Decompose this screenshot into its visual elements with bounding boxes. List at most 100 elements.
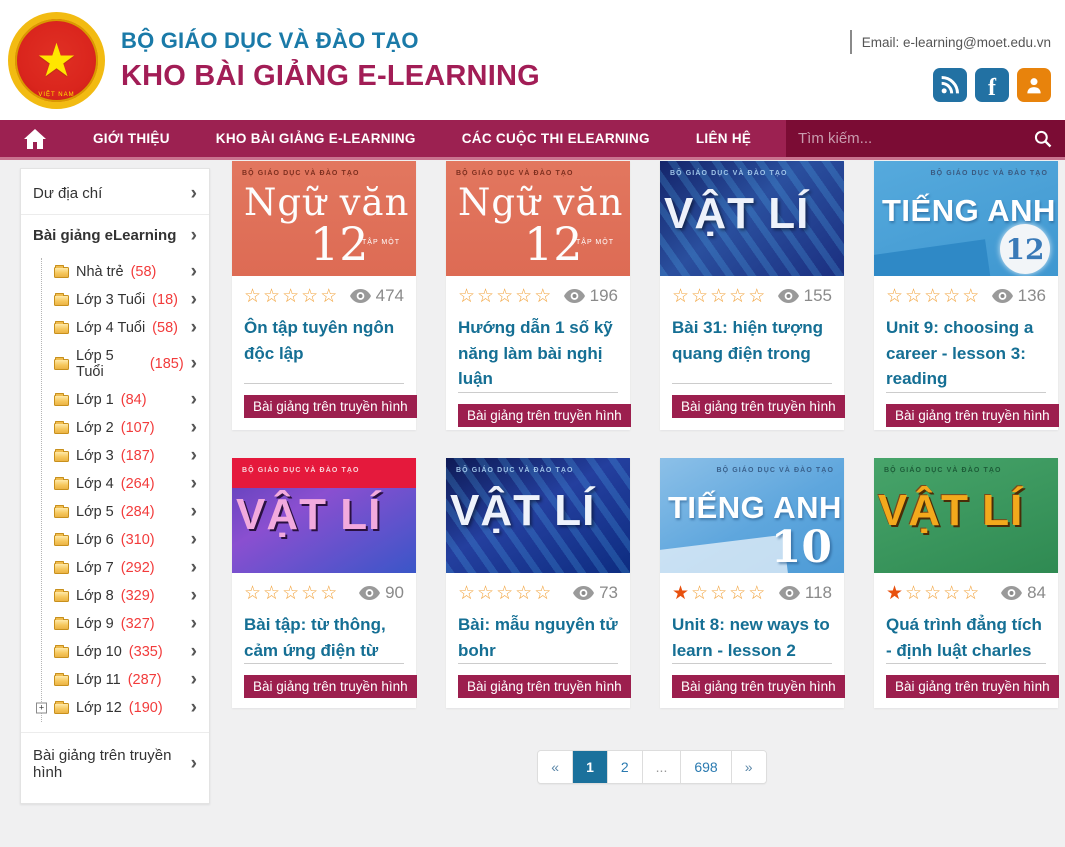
pagination-page[interactable]: 2: [607, 751, 643, 783]
sidebar-item-bai-giang-truyen-hinh[interactable]: Bài giảng trên truyền hình ›: [21, 732, 209, 793]
star-icon[interactable]: ☆: [263, 284, 281, 307]
course-cover-image[interactable]: BỘ GIÁO DỤC VÀ ĐÀO TẠO VẬT LÍ: [660, 161, 844, 276]
star-icon[interactable]: ☆: [282, 284, 300, 307]
star-icon[interactable]: ☆: [710, 581, 728, 604]
sidebar-item-du-dia-chi[interactable]: Dư địa chí ›: [21, 173, 209, 215]
sidebar-class-item[interactable]: Nhà trẻ (58) ›: [42, 258, 209, 286]
sidebar-class-item[interactable]: Lớp 5 Tuổi (185) ›: [42, 342, 209, 386]
star-icon[interactable]: ☆: [886, 284, 904, 307]
star-icon[interactable]: ☆: [244, 581, 262, 604]
expand-plus-icon[interactable]: +: [36, 702, 47, 714]
star-icon[interactable]: ☆: [301, 581, 319, 604]
tv-lesson-tag-button[interactable]: Bài giảng trên truyền hình: [458, 675, 631, 698]
star-icon[interactable]: ☆: [729, 581, 747, 604]
course-title-link[interactable]: Unit 8: new ways to learn - lesson 2: [672, 615, 830, 660]
user-account-icon[interactable]: [1017, 68, 1051, 102]
star-icon[interactable]: ☆: [943, 284, 961, 307]
sidebar-class-item[interactable]: + Lớp 12 (190) ›: [36, 694, 209, 722]
sidebar-class-item[interactable]: Lớp 4 (264) ›: [42, 470, 209, 498]
star-icon[interactable]: ☆: [710, 284, 728, 307]
star-icon[interactable]: ☆: [515, 581, 533, 604]
star-icon[interactable]: ☆: [301, 284, 319, 307]
star-icon[interactable]: ☆: [729, 284, 747, 307]
star-icon[interactable]: ☆: [477, 284, 495, 307]
nav-item-cac-cuoc-thi[interactable]: CÁC CUỘC THI ELEARNING: [461, 131, 650, 146]
nav-item-gioi-thieu[interactable]: GIỚI THIỆU: [93, 131, 170, 146]
star-icon[interactable]: ☆: [282, 581, 300, 604]
course-title-link[interactable]: Bài: mẫu nguyên tử bohr: [458, 615, 618, 660]
pagination-current-page[interactable]: 1: [573, 751, 608, 783]
course-cover-image[interactable]: BỘ GIÁO DỤC VÀ ĐÀO TẠO VẬT LÍ: [874, 458, 1058, 573]
sidebar-class-item[interactable]: Lớp 6 (310) ›: [42, 526, 209, 554]
tv-lesson-tag-button[interactable]: Bài giảng trên truyền hình: [672, 675, 845, 698]
course-title-link[interactable]: Hướng dẫn 1 số kỹ năng làm bài nghị luận: [458, 318, 613, 388]
pagination-page[interactable]: 698: [681, 751, 732, 783]
tv-lesson-tag-button[interactable]: Bài giảng trên truyền hình: [244, 395, 417, 418]
sidebar-class-item[interactable]: Lớp 4 Tuổi (58) ›: [42, 314, 209, 342]
star-icon[interactable]: ☆: [962, 284, 980, 307]
star-icon[interactable]: ☆: [905, 284, 923, 307]
star-icon[interactable]: ☆: [962, 581, 980, 604]
star-icon[interactable]: ☆: [496, 581, 514, 604]
star-icon[interactable]: ☆: [496, 284, 514, 307]
sidebar-class-item[interactable]: Lớp 5 (284) ›: [42, 498, 209, 526]
star-icon[interactable]: ☆: [534, 581, 552, 604]
sidebar-class-item[interactable]: Lớp 7 (292) ›: [42, 554, 209, 582]
star-icon[interactable]: ☆: [748, 284, 766, 307]
star-icon[interactable]: ☆: [320, 581, 338, 604]
sidebar-class-item[interactable]: Lớp 3 (187) ›: [42, 442, 209, 470]
home-button[interactable]: [0, 120, 70, 157]
course-cover-image[interactable]: BỘ GIÁO DỤC VÀ ĐÀO TẠO VẬT LÍ: [446, 458, 630, 573]
course-cover-image[interactable]: BỘ GIÁO DỤC VÀ ĐÀO TẠO TIẾNG ANH 12: [874, 161, 1058, 276]
search-input[interactable]: [798, 130, 1033, 147]
star-icon[interactable]: ☆: [320, 284, 338, 307]
pagination-next[interactable]: »: [731, 751, 766, 783]
sidebar-section-bai-giang-elearning[interactable]: Bài giảng eLearning ›: [21, 215, 209, 256]
star-icon[interactable]: ☆: [905, 581, 923, 604]
star-icon[interactable]: ☆: [943, 581, 961, 604]
star-icon[interactable]: ☆: [458, 581, 476, 604]
tv-lesson-tag-button[interactable]: Bài giảng trên truyền hình: [886, 675, 1059, 698]
tv-lesson-tag-button[interactable]: Bài giảng trên truyền hình: [458, 403, 631, 427]
star-icon[interactable]: ☆: [924, 284, 942, 307]
star-icon[interactable]: ☆: [244, 284, 262, 307]
star-icon[interactable]: ☆: [534, 284, 552, 307]
star-icon[interactable]: ☆: [263, 581, 281, 604]
sidebar-class-item[interactable]: Lớp 3 Tuổi (18) ›: [42, 286, 209, 314]
course-cover-image[interactable]: BỘ GIÁO DỤC VÀ ĐÀO TẠO VẬT LÍ: [232, 458, 416, 573]
sidebar-class-item[interactable]: Lớp 1 (84) ›: [42, 386, 209, 414]
star-icon[interactable]: ☆: [924, 581, 942, 604]
pagination-prev[interactable]: «: [538, 751, 574, 783]
nav-item-kho-bai-giang[interactable]: KHO BÀI GIẢNG E-LEARNING: [215, 131, 416, 146]
star-icon[interactable]: ★: [672, 581, 690, 604]
tv-lesson-tag-button[interactable]: Bài giảng trên truyền hình: [886, 403, 1059, 427]
sidebar-class-item[interactable]: Lớp 9 (327) ›: [42, 610, 209, 638]
course-title-link[interactable]: Bài tập: từ thông, cảm ứng điện từ: [244, 615, 386, 660]
nav-item-lien-he[interactable]: LIÊN HỆ: [695, 131, 752, 146]
star-icon[interactable]: ★: [886, 581, 904, 604]
course-cover-image[interactable]: BỘ GIÁO DỤC VÀ ĐÀO TẠO TIẾNG ANH 10: [660, 458, 844, 573]
sidebar-class-item[interactable]: Lớp 10 (335) ›: [42, 638, 209, 666]
tv-lesson-tag-button[interactable]: Bài giảng trên truyền hình: [672, 395, 845, 418]
star-icon[interactable]: ☆: [672, 284, 690, 307]
course-title-link[interactable]: Unit 9: choosing a career - lesson 3: re…: [886, 318, 1034, 388]
star-icon[interactable]: ☆: [515, 284, 533, 307]
search-icon[interactable]: [1033, 129, 1053, 149]
course-title-link[interactable]: Bài 31: hiện tượng quang điện trong: [672, 318, 823, 363]
course-cover-image[interactable]: BỘ GIÁO DỤC VÀ ĐÀO TẠO Ngữ văn 12 TẬP MỘ…: [446, 161, 630, 276]
class-count: (107): [120, 420, 155, 436]
sidebar-class-item[interactable]: Lớp 2 (107) ›: [42, 414, 209, 442]
star-icon[interactable]: ☆: [691, 581, 709, 604]
tv-lesson-tag-button[interactable]: Bài giảng trên truyền hình: [244, 675, 417, 698]
rss-icon[interactable]: [933, 68, 967, 102]
star-icon[interactable]: ☆: [691, 284, 709, 307]
course-cover-image[interactable]: BỘ GIÁO DỤC VÀ ĐÀO TẠO Ngữ văn 12 TẬP MỘ…: [232, 161, 416, 276]
star-icon[interactable]: ☆: [748, 581, 766, 604]
sidebar-class-item[interactable]: Lớp 8 (329) ›: [42, 582, 209, 610]
course-title-link[interactable]: Quá trình đẳng tích - định luật charles: [886, 615, 1042, 660]
facebook-icon[interactable]: f: [975, 68, 1009, 102]
star-icon[interactable]: ☆: [477, 581, 495, 604]
sidebar-class-item[interactable]: Lớp 11 (287) ›: [42, 666, 209, 694]
star-icon[interactable]: ☆: [458, 284, 476, 307]
course-title-link[interactable]: Ôn tập tuyên ngôn độc lập: [244, 318, 395, 363]
